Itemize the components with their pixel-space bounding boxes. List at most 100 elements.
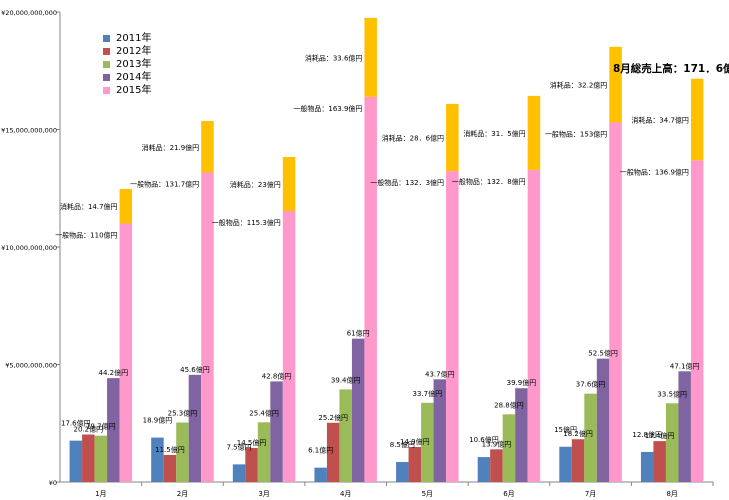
data-label-2014年-4月: 61億円	[347, 329, 370, 338]
bar-2015-consumables-7月	[609, 46, 622, 123]
y-tick-label: ¥10,000,000,000	[1, 244, 57, 252]
data-label-2015-consumables-5月: 消耗品：28．6億円	[382, 133, 444, 142]
data-label-2011年-4月: 6.1億円	[308, 446, 333, 455]
y-tick-label: ¥0	[49, 479, 57, 487]
bar-2011年-2月	[151, 437, 164, 482]
bar-2015-consumables-1月	[119, 188, 133, 224]
bar-2013年-2月	[176, 422, 189, 482]
legend-item-2011: 2011年	[103, 32, 151, 45]
data-label-2014年-5月: 43.7億円	[425, 369, 455, 378]
data-label-2015-general-4月: 一般物品：163.9億円	[293, 104, 362, 113]
data-label-2014年-8月: 47.1億円	[670, 361, 700, 370]
legend-swatch-2012	[103, 48, 110, 55]
legend-swatch-2011	[103, 35, 110, 42]
bar-2011年-8月	[640, 451, 654, 482]
data-label-2014年-3月: 42.8億円	[262, 371, 292, 380]
bar-2015-general-8月	[690, 160, 704, 482]
data-label-2015-consumables-2月: 消耗品：21.9億円	[142, 143, 200, 152]
y-tick-label: ¥5,000,000,000	[5, 362, 57, 370]
bar-2012年-2月	[163, 454, 177, 482]
bar-2012年-5月	[408, 446, 422, 482]
bar-2013年-3月	[257, 422, 271, 482]
data-label-2015-general-5月: 一般物品：132．3億円	[370, 178, 444, 187]
bar-2012年-7月	[571, 439, 585, 482]
bar-2012年-6月	[490, 449, 503, 482]
data-label-2013年-5月: 33.7億円	[413, 389, 443, 398]
data-label-2011年-3月: 7.5億円	[226, 442, 251, 451]
bar-2011年-6月	[477, 457, 491, 482]
x-tick-label: 7月	[585, 490, 596, 498]
bar-2011年-5月	[396, 462, 409, 482]
data-label-2015-consumables-1月: 消耗品：14.7億円	[60, 202, 118, 211]
data-label-2012年-4月: 25.2億円	[318, 413, 348, 422]
legend-item-2015: 2015年	[103, 84, 151, 97]
chart-legend: 2011年 2012年 2013年 2014年 2015年	[103, 32, 151, 97]
data-label-2013年-3月: 25.4億円	[249, 408, 279, 417]
bar-2015-general-3月	[282, 211, 296, 483]
bar-2014年-2月	[188, 374, 202, 482]
data-label-2014年-2月: 45.6億円	[180, 365, 210, 374]
x-tick-label: 4月	[340, 490, 351, 498]
data-label-2012年-8月: 17.4億円	[645, 431, 675, 440]
x-tick-label: 1月	[95, 490, 106, 498]
data-label-2011年-5月: 8.5億円	[390, 440, 415, 449]
data-label-2015-general-7月: 一般物品：153億円	[545, 129, 607, 138]
data-label-2013年-1月: 19.7億円	[86, 422, 116, 431]
data-label-2011年-8月: 12.8億円	[632, 430, 662, 439]
y-tick-label: ¥15,000,000,000	[1, 127, 57, 135]
y-tick-label: ¥20,000,000,000	[1, 9, 57, 17]
data-label-2012年-3月: 14.5億円	[237, 438, 267, 447]
data-label-2015-consumables-3月: 消耗品：23億円	[230, 180, 281, 189]
bar-2012年-3月	[245, 447, 258, 482]
data-label-2015-general-6月: 一般物品：132．8億円	[452, 177, 526, 186]
bar-2013年-4月	[339, 389, 352, 482]
bar-2015-general-7月	[609, 122, 622, 482]
bar-2011年-7月	[559, 446, 572, 482]
august-total-annotation: 8月総売上高：171．6億円	[613, 63, 729, 75]
legend-item-2014: 2014年	[103, 71, 151, 84]
bar-2015-general-5月	[446, 171, 459, 482]
legend-label-2012: 2012年	[116, 46, 152, 57]
data-label-2013年-7月: 37.6億円	[576, 380, 606, 389]
bar-2012年-8月	[653, 441, 666, 482]
data-label-2015-general-2月: 一般物品：131.7億円	[130, 180, 199, 189]
data-label-2015-consumables-8月: 消耗品：34.7億円	[631, 116, 689, 125]
legend-item-2013: 2013年	[103, 58, 151, 71]
data-label-2012年-6月: 13.9億円	[482, 439, 512, 448]
bar-2013年-8月	[665, 403, 679, 482]
bar-2015-general-2月	[201, 172, 214, 482]
data-label-2015-consumables-6月: 消耗品：31．5億円	[463, 129, 525, 138]
data-label-2011年-7月: 15億円	[554, 425, 577, 434]
bar-2014年-3月	[270, 381, 283, 482]
data-label-2014年-1月: 44.2億円	[99, 368, 129, 377]
chart-bars	[69, 17, 704, 483]
data-label-2013年-8月: 33.5億円	[657, 389, 687, 398]
bar-2013年-5月	[421, 402, 434, 482]
legend-label-2013: 2013年	[116, 59, 152, 70]
bar-2014年-8月	[678, 371, 691, 482]
data-label-2012年-1月: 20.2億円	[74, 425, 104, 434]
x-tick-label: 2月	[177, 490, 188, 498]
data-label-2012年-7月: 18.2億円	[563, 429, 593, 438]
data-label-2015-general-1月: 一般物品：110億円	[55, 231, 117, 240]
bar-2012年-1月	[82, 434, 95, 482]
data-label-2015-consumables-4月: 消耗品：33.6億円	[305, 53, 363, 62]
bar-2013年-6月	[502, 414, 516, 482]
bar-2015-consumables-6月	[527, 95, 541, 170]
data-label-2013年-6月: 28.8億円	[494, 400, 524, 409]
data-label-2012年-2月: 11.5億円	[155, 445, 185, 454]
data-label-2011年-2月: 18.9億円	[143, 416, 173, 425]
bar-2011年-3月	[232, 464, 246, 482]
bar-2015-consumables-8月	[690, 78, 704, 161]
bar-2015-general-1月	[119, 223, 133, 482]
bar-2015-consumables-4月	[364, 17, 377, 97]
bar-2013年-7月	[584, 393, 597, 482]
bar-2015-consumables-5月	[446, 103, 459, 172]
bar-2015-consumables-2月	[201, 121, 214, 173]
data-label-2014年-7月: 52.5億円	[588, 349, 618, 358]
legend-swatch-2014	[103, 74, 110, 81]
bar-2014年-6月	[515, 388, 528, 482]
bar-2015-general-6月	[527, 169, 541, 483]
